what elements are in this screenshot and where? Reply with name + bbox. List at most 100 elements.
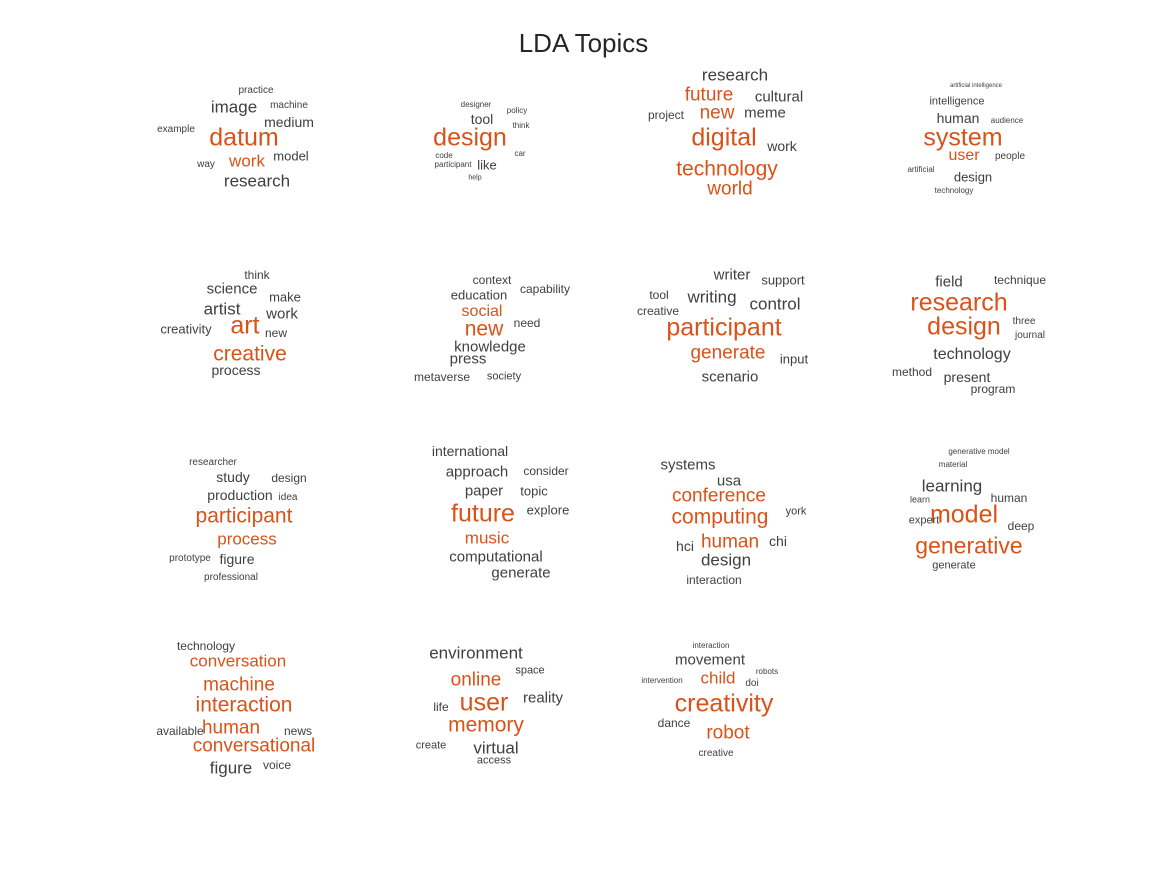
topic-word: york xyxy=(785,505,807,518)
topic-word: virtual xyxy=(473,738,519,758)
topic-word: human xyxy=(201,717,261,739)
topic-word: design xyxy=(433,123,507,152)
topic-word: need xyxy=(513,316,541,330)
topic-word: reality xyxy=(522,689,564,707)
topic-word: tool xyxy=(649,288,669,302)
topic-word: technology xyxy=(176,639,236,653)
topic-word: interaction xyxy=(195,693,293,717)
topic-word: machine xyxy=(270,100,308,111)
topic-word: support xyxy=(761,272,805,288)
topic-cloud-4: system user human design intelligence people a… xyxy=(907,83,1025,195)
topic-word: tool xyxy=(470,111,494,127)
topic-word: audience xyxy=(990,116,1024,125)
topic-word: model xyxy=(273,148,309,164)
topic-word: future xyxy=(684,84,734,106)
topic-word: doi xyxy=(745,678,759,689)
topic-word: participant xyxy=(434,160,472,169)
topic-word: prototype xyxy=(169,553,211,564)
topic-word: memory xyxy=(448,713,524,737)
topic-word: learning xyxy=(921,476,983,496)
topic-word: design xyxy=(927,312,1001,341)
topic-cloud-9: participant process study production figure d… xyxy=(169,458,307,583)
topic-word: intervention xyxy=(641,676,683,685)
topic-word: computational xyxy=(449,548,543,566)
topic-word: access xyxy=(476,754,512,767)
topic-word: participant xyxy=(195,504,293,528)
topic-word: study xyxy=(216,469,250,485)
topic-word: hci xyxy=(676,538,694,554)
topic-word: cultural xyxy=(754,88,804,106)
topic-word: context xyxy=(472,273,512,287)
topic-word: science xyxy=(206,280,258,298)
topic-word: user xyxy=(459,688,509,717)
topic-word: writing xyxy=(687,287,737,307)
topic-word: intelligence xyxy=(929,95,985,108)
topic-word: meme xyxy=(744,104,786,122)
topic-word: human xyxy=(990,491,1028,505)
topic-word: machine xyxy=(203,674,275,696)
topic-cloud-12: model generative learning human deep expert ge… xyxy=(909,448,1035,572)
topic-word: system xyxy=(923,123,1003,152)
topic-word: topic xyxy=(520,483,548,499)
topic-word: professional xyxy=(204,572,258,583)
topic-word: human xyxy=(700,531,760,553)
topic-word: car xyxy=(514,149,526,158)
topic-cloud-11: computing conference human design usa systems… xyxy=(660,458,806,587)
topic-word: creative xyxy=(213,342,287,366)
topic-word: research xyxy=(910,288,1008,317)
topic-word: production xyxy=(207,487,273,503)
topic-word: figure xyxy=(219,551,255,567)
topic-word: research xyxy=(701,65,769,85)
topic-word: computing xyxy=(671,505,769,529)
topic-word: practice xyxy=(238,85,274,96)
topic-word: way xyxy=(197,159,215,170)
topic-cloud-3: digital technology future world new research c… xyxy=(648,67,803,199)
topic-word: creative xyxy=(636,304,680,318)
topic-word: news xyxy=(283,724,313,738)
topic-word: process xyxy=(211,362,261,378)
topic-word: input xyxy=(779,351,809,367)
topic-word: consider xyxy=(523,464,569,478)
topic-word: design xyxy=(700,550,752,570)
topic-cloud-2: design tool like designer policy think code par… xyxy=(433,101,529,182)
topic-word: learn xyxy=(909,494,931,505)
topic-word: robot xyxy=(706,722,750,744)
topic-word: robots xyxy=(755,667,779,676)
topic-word: new xyxy=(464,317,504,341)
topic-word: designer xyxy=(460,100,492,109)
topic-word: conversational xyxy=(192,735,316,757)
topic-word: project xyxy=(647,108,685,122)
topic-word: press xyxy=(449,350,487,368)
topic-word: knowledge xyxy=(454,338,526,356)
topic-word: work xyxy=(229,151,265,171)
topic-word: life xyxy=(433,700,449,714)
topic-word: space xyxy=(515,664,545,677)
topic-word: deep xyxy=(1007,519,1035,533)
topic-word: creativity xyxy=(674,689,774,718)
topic-word: online xyxy=(450,669,502,691)
topic-word: generate xyxy=(491,564,551,582)
topic-word: writer xyxy=(713,266,751,284)
topic-word: research xyxy=(223,171,291,191)
topic-word: technology xyxy=(676,157,778,181)
topic-word: work xyxy=(266,305,298,323)
topic-cloud-6: new social knowledge press education context c… xyxy=(414,274,570,383)
topic-word: journal xyxy=(1014,330,1046,341)
topic-word: design xyxy=(953,169,993,185)
topic-word: program xyxy=(970,382,1016,396)
topic-word: metaverse xyxy=(413,370,471,384)
topic-word: voice xyxy=(262,758,292,772)
topic-word: figure xyxy=(209,758,253,778)
topic-word: paper xyxy=(464,482,504,500)
topic-cloud-13: interaction conversational human machine con… xyxy=(156,640,315,777)
topic-word: generative xyxy=(915,532,1023,559)
topic-word: process xyxy=(217,529,277,549)
topic-word: user xyxy=(948,147,980,164)
topic-word: medium xyxy=(264,114,314,130)
topic-word: three xyxy=(1012,316,1036,327)
topic-word: technique xyxy=(993,273,1047,287)
topic-word: education xyxy=(450,287,508,303)
topic-word: field xyxy=(935,273,963,291)
topic-cloud-10: future music computational approach generate… xyxy=(432,444,569,581)
topic-word: available xyxy=(156,724,204,738)
